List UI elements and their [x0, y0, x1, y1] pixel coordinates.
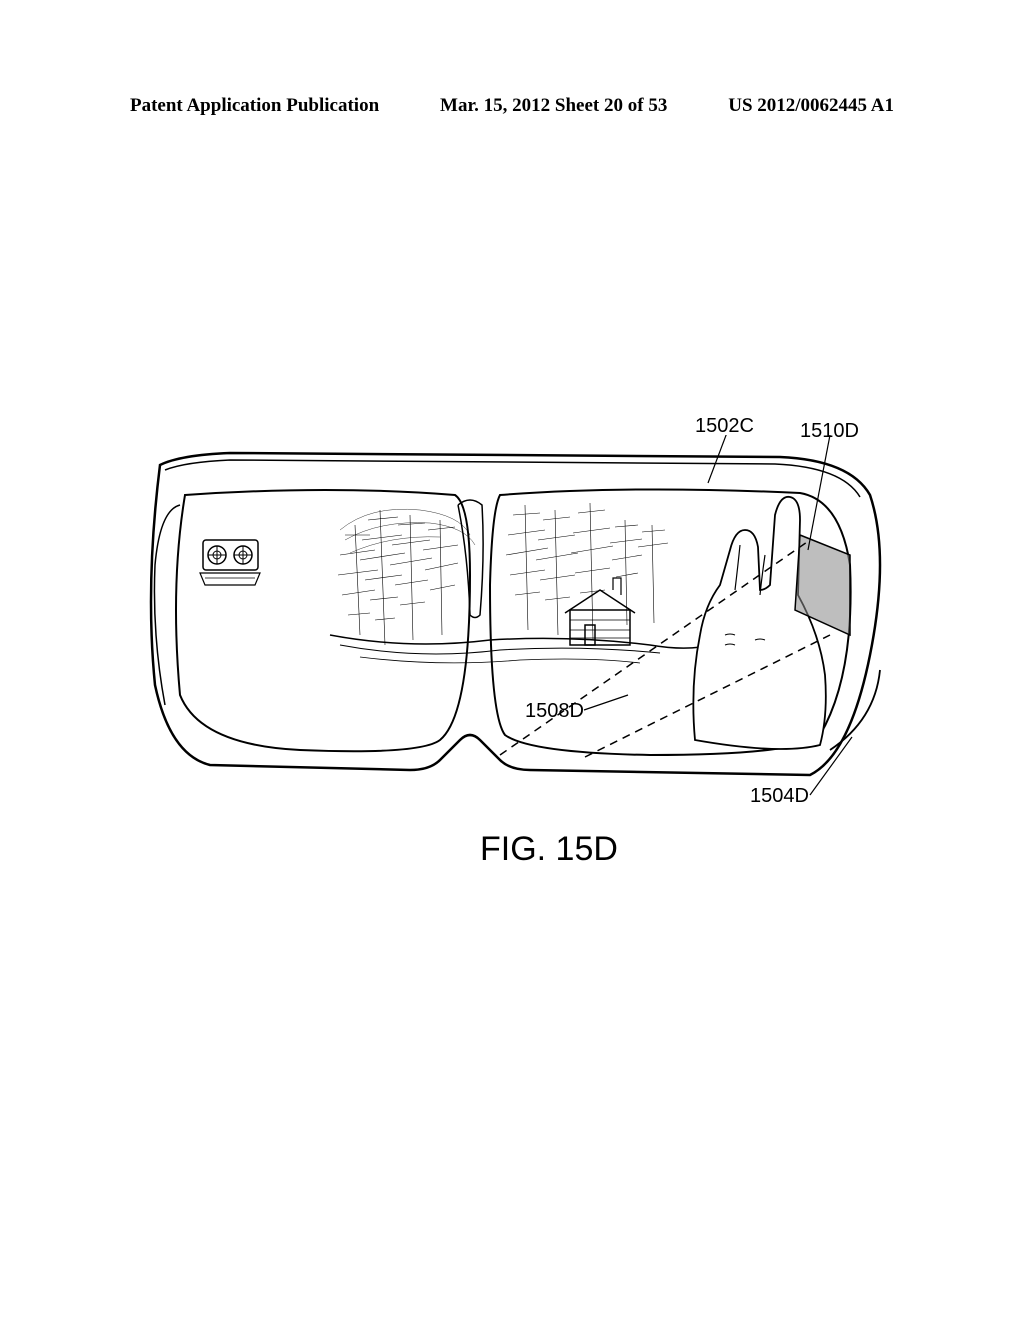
reference-label-1508D: 1508D — [525, 700, 584, 723]
patent-header: Patent Application Publication Mar. 15, … — [0, 95, 1024, 117]
reference-label-1504D: 1504D — [750, 785, 809, 808]
patent-figure — [130, 435, 900, 815]
reference-label-1510D: 1510D — [800, 420, 859, 443]
reference-label-1502C: 1502C — [695, 415, 754, 438]
landscape-scene — [330, 503, 700, 663]
sunglasses-drawing — [130, 435, 900, 815]
date-sheet-info: Mar. 15, 2012 Sheet 20 of 53 — [440, 95, 667, 117]
patent-number: US 2012/0062445 A1 — [728, 95, 894, 117]
hand-illustration — [693, 497, 825, 749]
figure-caption: FIG. 15D — [480, 830, 618, 869]
publication-type: Patent Application Publication — [130, 95, 379, 117]
